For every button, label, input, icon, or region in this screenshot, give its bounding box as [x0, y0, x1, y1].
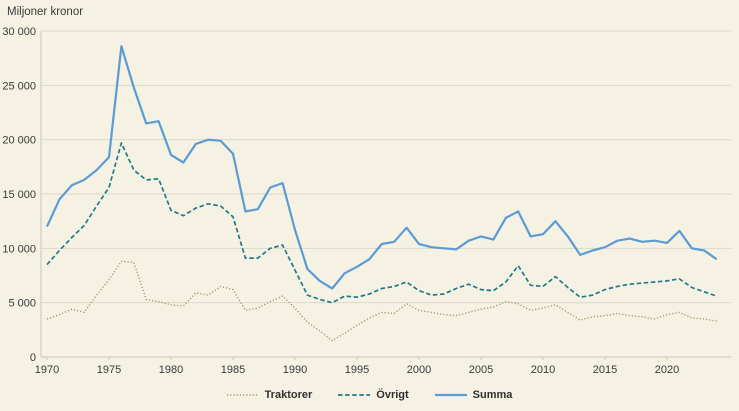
- x-tick-label-1975: 1975: [97, 364, 121, 376]
- legend-label-summa: Summa: [472, 389, 513, 401]
- legend-item-summa: Summa: [434, 389, 513, 401]
- series-line-vrigt: [46, 142, 717, 304]
- legend-item-traktorer: Traktorer: [226, 389, 313, 401]
- legend-label-ovrigt: Övrigt: [376, 389, 409, 401]
- series-line-traktorer: [46, 260, 717, 342]
- y-tick-label-0: 0: [30, 352, 36, 364]
- x-tick-label-1985: 1985: [221, 364, 245, 376]
- x-tick-label-2000: 2000: [407, 364, 431, 376]
- y-tick-label-25000: 25 000: [2, 80, 36, 92]
- legend-swatch-traktorer-icon: [226, 394, 259, 396]
- series-line-summa: [45, 45, 718, 290]
- x-tick-label-2005: 2005: [469, 364, 493, 376]
- x-tick-label-2020: 2020: [655, 364, 679, 376]
- x-tick-label-2015: 2015: [593, 364, 617, 376]
- y-tick-label-20000: 20 000: [2, 135, 36, 147]
- legend-label-traktorer: Traktorer: [264, 389, 313, 401]
- chart-title: Miljoner kronor: [7, 6, 84, 18]
- y-tick-label-5000: 5 000: [8, 298, 36, 310]
- x-tick-label-1970: 1970: [35, 364, 59, 376]
- y-tick-label-30000: 30 000: [2, 26, 36, 38]
- x-tick-label-1995: 1995: [345, 364, 369, 376]
- x-tick-label-2010: 2010: [531, 364, 555, 376]
- y-tick-label-10000: 10 000: [2, 243, 36, 255]
- y-tick-label-15000: 15 000: [2, 189, 36, 201]
- legend-swatch-summa-icon: [434, 393, 467, 397]
- legend-item-ovrigt: Övrigt: [338, 389, 409, 401]
- chart-legend: Traktorer Övrigt Summa: [0, 389, 739, 401]
- legend-swatch-ovrigt-icon: [338, 394, 371, 396]
- x-tick-label-1990: 1990: [283, 364, 307, 376]
- x-tick-label-1980: 1980: [159, 364, 183, 376]
